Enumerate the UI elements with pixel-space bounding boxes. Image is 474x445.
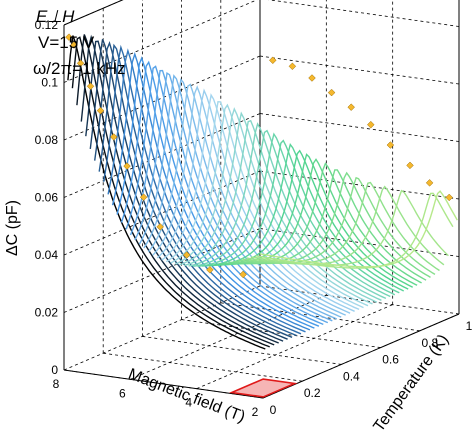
data-curve bbox=[85, 40, 284, 342]
capacitance-projection-marker bbox=[406, 161, 414, 170]
z-tick-label: 0.04 bbox=[35, 248, 59, 262]
data-curve bbox=[94, 40, 293, 338]
data-curve bbox=[98, 43, 297, 337]
z-axis-label: ΔC (pF) bbox=[4, 200, 21, 256]
grid-line bbox=[259, 113, 460, 142]
capacitance-projection-marker bbox=[308, 74, 316, 82]
data-curve bbox=[201, 139, 400, 294]
data-curve bbox=[197, 132, 396, 296]
data-curve bbox=[80, 34, 279, 344]
field-projection-marker bbox=[156, 223, 164, 231]
data-curve bbox=[152, 85, 351, 314]
field-projection-marker bbox=[86, 82, 95, 90]
z-tick-label: 0 bbox=[51, 363, 58, 377]
z-tick-label: 0.06 bbox=[35, 191, 59, 205]
capacitance-projection-marker bbox=[445, 193, 453, 202]
grid-line bbox=[267, 0, 460, 27]
data-curve bbox=[156, 88, 355, 312]
data-curve bbox=[250, 189, 449, 266]
x-tick-label: 0.6 bbox=[382, 353, 399, 367]
data-curve bbox=[179, 111, 378, 303]
annotation-voltage: V=15 V bbox=[38, 33, 95, 52]
field-projection-marker bbox=[109, 133, 118, 141]
x-tick-label: 0 bbox=[270, 403, 277, 417]
data-curves bbox=[67, 34, 458, 350]
capacitance-projection-marker bbox=[425, 179, 434, 187]
data-curve bbox=[242, 181, 440, 272]
data-curve bbox=[246, 185, 445, 266]
z-tick-label: 0.12 bbox=[35, 18, 59, 32]
highlight-region bbox=[228, 378, 298, 398]
data-curve bbox=[71, 36, 270, 348]
capacitance-projection-marker bbox=[288, 62, 297, 71]
data-curve bbox=[259, 190, 458, 268]
field-projection-marker bbox=[70, 41, 78, 49]
data-curve bbox=[89, 38, 288, 340]
z-tick-label: 0.02 bbox=[35, 306, 59, 320]
data-curve bbox=[147, 83, 346, 316]
z-tick-label: 0.1 bbox=[41, 76, 58, 90]
x-tick-label: 1 bbox=[466, 319, 473, 333]
annotation-frequency: ω/2π=1 kHz bbox=[33, 59, 126, 78]
data-curve bbox=[129, 69, 329, 324]
field-projection-marker bbox=[182, 251, 191, 259]
x-tick-label: 0.8 bbox=[421, 336, 438, 350]
y-tick-label: 4 bbox=[185, 396, 192, 410]
z-tick-label: 0.08 bbox=[35, 133, 59, 147]
capacitance-projection-marker bbox=[367, 120, 375, 129]
field-projection-marker bbox=[139, 193, 148, 201]
tick-labels: 00.020.040.060.080.10.12246800.20.40.60.… bbox=[35, 18, 473, 419]
x-tick-label: 0.2 bbox=[304, 386, 321, 400]
grid-line bbox=[259, 55, 460, 85]
data-curve bbox=[120, 60, 320, 327]
grid-line bbox=[63, 285, 261, 371]
data-curve bbox=[103, 44, 302, 335]
capacitance-projection-marker bbox=[269, 56, 277, 65]
capacitance-projection-marker bbox=[386, 141, 395, 149]
axis-line bbox=[63, 0, 124, 26]
field-projection-marker bbox=[123, 162, 131, 170]
field-projection-marker bbox=[206, 266, 214, 274]
data-curve bbox=[170, 103, 369, 307]
axis-line bbox=[63, 369, 264, 399]
y-tick-label: 2 bbox=[252, 405, 259, 419]
field-projection-marker bbox=[65, 33, 73, 41]
field-projection-marker bbox=[96, 106, 105, 115]
data-curve bbox=[255, 192, 454, 269]
annotation-geometry: E⊥H bbox=[36, 7, 75, 26]
y-tick-label: 6 bbox=[119, 386, 126, 400]
data-curve bbox=[165, 100, 364, 309]
data-curve bbox=[183, 119, 382, 301]
grid-line bbox=[142, 336, 342, 365]
x-tick-label: 0.4 bbox=[343, 369, 360, 383]
capacitance-projection-marker bbox=[327, 88, 336, 97]
field-projection-marker bbox=[239, 270, 247, 279]
data-curve bbox=[192, 129, 391, 298]
axis-line bbox=[262, 313, 460, 399]
peak-projections bbox=[65, 33, 453, 279]
data-curve bbox=[134, 72, 333, 322]
data-curve bbox=[161, 93, 360, 311]
field-projection-marker bbox=[76, 59, 85, 68]
y-axis-label: Magnetic field (T) bbox=[126, 366, 247, 426]
data-curve bbox=[143, 78, 342, 318]
capacitance-projection-marker bbox=[347, 103, 355, 111]
data-curve bbox=[76, 34, 275, 346]
y-tick-label: 8 bbox=[53, 377, 60, 391]
data-curve bbox=[237, 176, 436, 276]
